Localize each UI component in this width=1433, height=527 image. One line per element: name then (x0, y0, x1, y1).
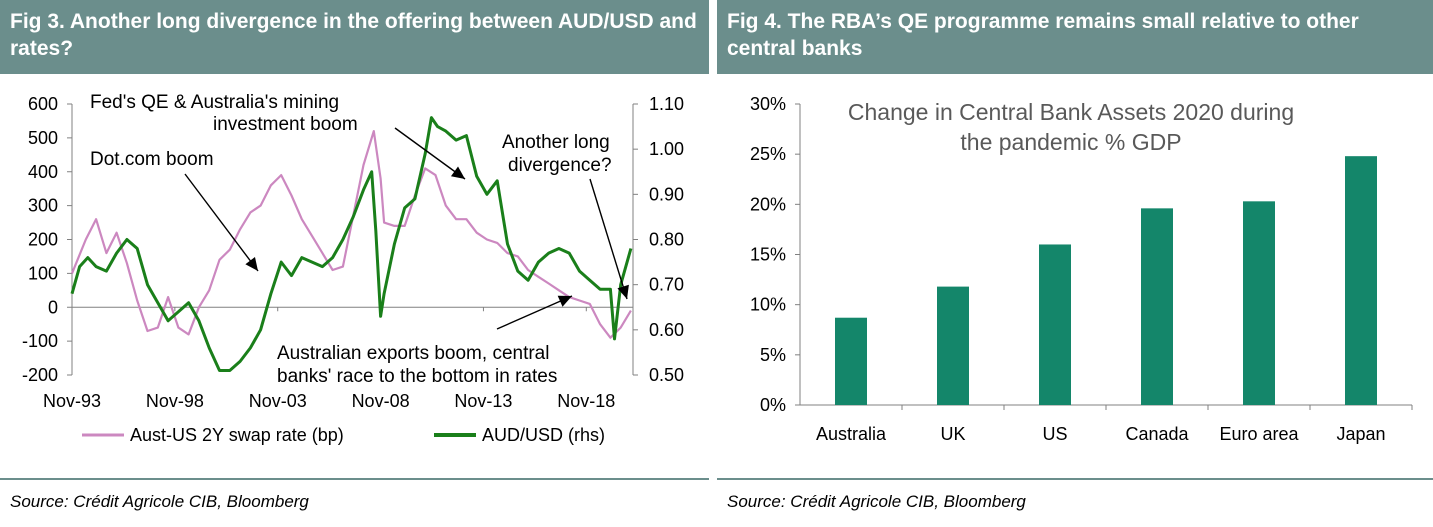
annotation-arrow-head (617, 284, 629, 299)
x-tick-label: Nov-13 (454, 391, 512, 411)
chart-title-line-1: Change in Central Bank Assets 2020 durin… (848, 99, 1294, 125)
y-tick-label: 30% (750, 94, 786, 114)
left-tick-label: 200 (28, 230, 58, 250)
legend-swap-label: Aust-US 2Y swap rate (bp) (130, 425, 344, 445)
x-tick-label: Euro area (1219, 424, 1299, 444)
x-tick-label: Australia (816, 424, 887, 444)
x-tick-label: Nov-93 (43, 391, 101, 411)
bar-canada (1141, 208, 1173, 405)
bar-us (1039, 244, 1071, 405)
y-tick-label: 25% (750, 144, 786, 164)
y-tick-label: 5% (760, 345, 786, 365)
x-tick-label: Nov-08 (352, 391, 410, 411)
bar-euro-area (1243, 201, 1275, 405)
annotation-dotcom: Dot.com boom (90, 149, 214, 170)
left-tick-label: 600 (28, 94, 58, 114)
left-tick-label: -100 (22, 331, 58, 351)
annotation-arrow-line (589, 178, 628, 300)
fig3-chart: -200 -100 0 100 200 300 400 500 600 0.50 0.60 0.70 0… (22, 92, 684, 445)
left-tick-label: 500 (28, 128, 58, 148)
left-tick-label: 100 (28, 263, 58, 283)
right-tick-label: 0.60 (649, 320, 684, 340)
annotation-fed-qe: Fed's QE & Australia's mining (90, 92, 339, 113)
y-tick-label: 10% (750, 295, 786, 315)
x-tick-label: Canada (1125, 424, 1189, 444)
right-tick-label: 0.90 (649, 184, 684, 204)
fig4-source: Source: Crédit Agricole CIB, Bloomberg (727, 492, 1026, 511)
right-tick-label: 0.80 (649, 230, 684, 250)
x-tick-label: Nov-18 (557, 391, 615, 411)
annotation-divergence: Another long (502, 132, 610, 153)
left-tick-label: 300 (28, 196, 58, 216)
legend-aud-label: AUD/USD (rhs) (482, 425, 605, 445)
x-tick-label: US (1042, 424, 1067, 444)
annotation-exports: Australian exports boom, central (277, 343, 549, 364)
y-tick-label: 20% (750, 194, 786, 214)
fig4-title: Fig 4. The RBA’s QE programme remains sm… (717, 0, 1433, 74)
annotation-arrow-head (245, 257, 258, 271)
annotation-arrow-head (450, 166, 465, 179)
annotation-arrow-head (557, 295, 572, 307)
fig3-source: Source: Crédit Agricole CIB, Bloomberg (10, 492, 309, 511)
annotation-divergence-2: divergence? (508, 155, 612, 176)
annotation-exports-2: banks' race to the bottom in rates (277, 366, 557, 387)
fig4-chart: 0% 5% 10% 15% 20% 25% 30% Australia UK US Canada Eu… (750, 94, 1413, 444)
x-tick-label: UK (940, 424, 965, 444)
y-tick-label: 0% (760, 395, 786, 415)
annotation-arrow-line (394, 127, 466, 180)
x-tick-label: Nov-98 (146, 391, 204, 411)
left-tick-label: 0 (48, 297, 58, 317)
y-tick-label: 15% (750, 245, 786, 265)
x-tick-label: Nov-03 (249, 391, 307, 411)
bar-uk (937, 286, 969, 405)
chart-title-line-2: the pandemic % GDP (960, 129, 1181, 155)
fig4-panel: Fig 4. The RBA’s QE programme remains sm… (717, 0, 1433, 527)
annotation-exports-bg (272, 340, 606, 386)
fig4-divider (717, 478, 1433, 480)
right-tick-label: 1.10 (649, 94, 684, 114)
left-tick-label: -200 (22, 365, 58, 385)
annotation-arrow-line (496, 295, 573, 330)
right-tick-label: 0.50 (649, 365, 684, 385)
annotation-fed-qe-2: investment boom (213, 114, 358, 135)
fig3-title: Fig 3. Another long divergence in the of… (0, 0, 709, 74)
swap-rate-line (70, 129, 632, 339)
audusd-line (70, 116, 633, 372)
bar-australia (835, 317, 867, 405)
bar-japan (1345, 156, 1377, 405)
left-tick-label: 400 (28, 162, 58, 182)
annotation-arrow-line (184, 173, 259, 272)
x-tick-label: Japan (1336, 424, 1385, 444)
right-tick-label: 0.70 (649, 275, 684, 295)
right-tick-label: 1.00 (649, 139, 684, 159)
fig3-panel: Fig 3. Another long divergence in the of… (0, 0, 709, 527)
fig3-divider (0, 478, 709, 480)
